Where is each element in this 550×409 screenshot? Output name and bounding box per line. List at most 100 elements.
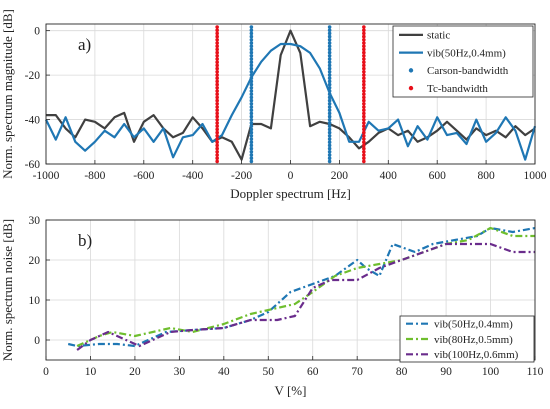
bandwidth-marker-dot <box>362 66 366 71</box>
bandwidth-marker-dot <box>249 79 254 84</box>
bandwidth-marker-dot <box>362 159 366 164</box>
bandwidth-marker-dot <box>327 66 332 71</box>
bandwidth-marker-dot <box>249 57 254 61</box>
legend-box <box>392 25 534 98</box>
bandwidth-marker-dot <box>249 86 254 90</box>
bandwidth-marker-dot <box>327 25 332 29</box>
y-tick-label: 20 <box>29 255 41 267</box>
bandwidth-marker-dot <box>362 31 366 36</box>
panel-label: b) <box>78 231 92 250</box>
bandwidth-marker-dot <box>249 153 254 157</box>
bandwidth-marker-dot <box>249 47 254 52</box>
bandwidth-marker-dot <box>362 38 366 42</box>
bandwidth-marker-dot <box>249 118 254 122</box>
bandwidth-marker-dot <box>327 150 332 154</box>
bandwidth-marker-dot <box>215 150 219 154</box>
bandwidth-marker-dot <box>215 63 219 68</box>
bandwidth-marker-dot <box>215 47 219 52</box>
bandwidth-marker-dot <box>327 54 332 58</box>
bandwidth-marker-dot <box>249 140 254 144</box>
bandwidth-marker-dot <box>249 66 254 71</box>
bandwidth-marker-dot <box>215 86 219 90</box>
legend-label: vib(100Hz,0.6mm) <box>434 349 519 361</box>
bandwidth-marker-dot <box>215 73 219 77</box>
bandwidth-marker-dot <box>362 143 366 148</box>
x-tick-label: 20 <box>129 366 141 378</box>
bandwidth-marker-dot <box>362 127 366 132</box>
series-line <box>67 226 536 348</box>
bandwidth-marker-dot <box>215 92 219 96</box>
bandwidth-marker-dot <box>215 118 219 122</box>
panel-label: a) <box>78 35 91 54</box>
x-tick-label: 200 <box>331 170 349 182</box>
bandwidth-marker-dot <box>327 143 332 148</box>
bandwidth-marker-dot <box>327 31 332 36</box>
bandwidth-marker-dot <box>249 137 254 141</box>
bandwidth-marker-dot <box>362 134 366 138</box>
bandwidth-marker-dot <box>362 95 366 100</box>
bandwidth-marker-dot <box>362 76 366 80</box>
x-tick-label: 400 <box>380 170 398 182</box>
x-tick-label: 90 <box>440 366 452 378</box>
bandwidth-marker-dot <box>215 44 219 48</box>
bandwidth-marker-dot <box>327 111 332 116</box>
x-tick-label: 110 <box>527 366 544 378</box>
bandwidth-marker-dot <box>215 95 219 100</box>
x-tick-label: -600 <box>133 170 154 182</box>
bandwidth-marker-dot <box>249 41 254 45</box>
bandwidth-marker-dot <box>362 44 366 48</box>
bandwidth-marker-dot <box>215 98 219 103</box>
bandwidth-marker-dot <box>362 70 366 74</box>
x-tick-label: 80 <box>396 366 408 378</box>
bandwidth-marker-dot <box>362 50 366 55</box>
bandwidth-marker-dot <box>215 41 219 45</box>
bandwidth-marker-dot <box>362 108 366 112</box>
bandwidth-marker-dot <box>362 54 366 58</box>
bandwidth-marker-dot <box>362 57 366 61</box>
bandwidth-marker-dot <box>327 108 332 112</box>
x-tick-label: 100 <box>482 366 500 378</box>
bandwidth-marker-dot <box>362 60 366 64</box>
x-axis-label: Doppler spectrum [Hz] <box>230 186 351 201</box>
bandwidth-marker-dot <box>215 108 219 112</box>
bandwidth-marker-dot <box>249 130 254 135</box>
chart-panel-a: -1000 -800 -600 -400 -200 0 200 400 600 800 1000 0 -… <box>0 9 547 201</box>
series-line <box>46 29 536 161</box>
y-tick-label: 30 <box>29 215 41 227</box>
bandwidth-marker-dot <box>327 38 332 42</box>
y-tick-label: 0 <box>34 26 40 38</box>
chart-panel-b: 0 10 20 30 40 50 60 70 80 90 100 110 0 10 20 30 V [%] Nor… <box>0 215 544 398</box>
bandwidth-marker-dot <box>362 146 366 151</box>
bandwidth-marker-dot <box>327 73 332 77</box>
x-tick-label: -800 <box>84 170 105 182</box>
x-tick-label: 0 <box>288 170 294 182</box>
x-tick-label: 60 <box>307 366 319 378</box>
bandwidth-marker-dot <box>249 25 254 29</box>
bandwidth-marker-dot <box>362 124 366 128</box>
bandwidth-marker-dot <box>249 76 254 80</box>
bandwidth-marker-dot <box>215 50 219 55</box>
bandwidth-marker-dot <box>249 63 254 68</box>
axes-frame <box>45 219 536 361</box>
bandwidth-marker-dot <box>327 146 332 151</box>
bandwidth-marker-dot <box>327 57 332 61</box>
bandwidth-marker-dot <box>362 47 366 52</box>
bandwidth-marker-dot <box>327 76 332 80</box>
bandwidth-marker-dot <box>249 150 254 154</box>
bandwidth-marker-dot <box>249 143 254 148</box>
bandwidth-marker-dot <box>362 79 366 84</box>
bandwidth-marker-dot <box>362 140 366 144</box>
legend-label: vib(80Hz,0.5mm) <box>434 334 513 346</box>
bandwidth-marker-dot <box>327 153 332 157</box>
bandwidth-marker-dot <box>327 28 332 32</box>
x-tick-label: 40 <box>218 366 230 378</box>
x-axis-label: V [%] <box>275 383 307 398</box>
bandwidth-marker-dot <box>249 127 254 132</box>
bandwidth-marker-dot <box>327 44 332 48</box>
bandwidth-marker-dot <box>249 73 254 77</box>
bandwidth-marker-dot <box>215 31 219 36</box>
bandwidth-marker-dot <box>362 153 366 157</box>
bandwidth-marker-dot <box>362 82 366 87</box>
bandwidth-marker-dot <box>249 28 254 32</box>
bandwidth-marker-dot <box>362 86 366 90</box>
